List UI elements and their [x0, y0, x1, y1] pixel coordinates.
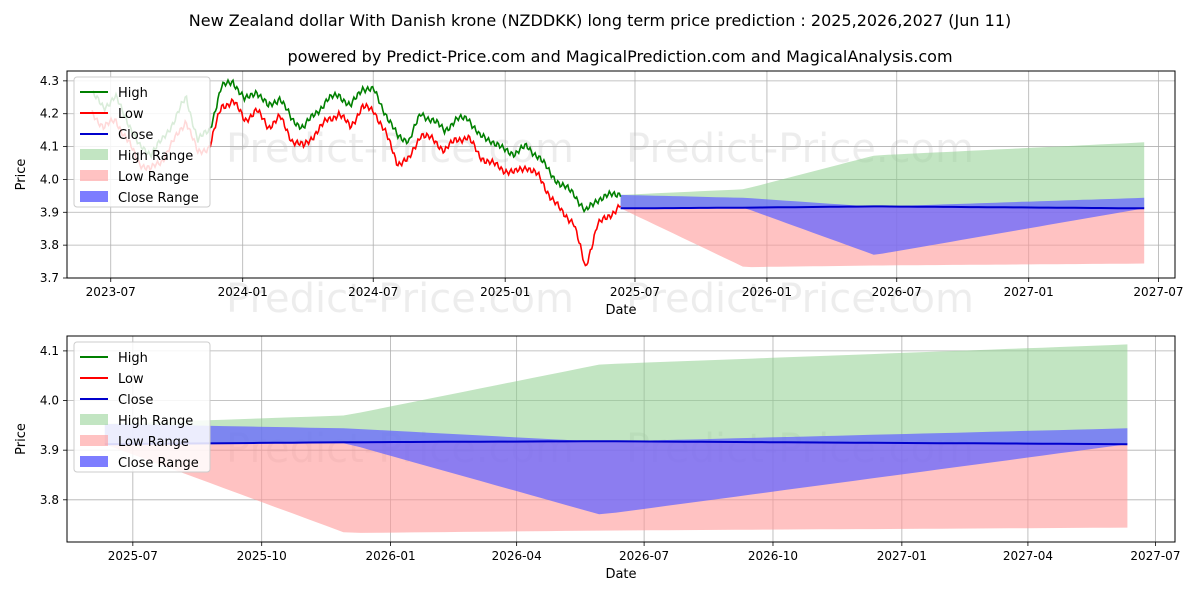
x-tick-label: 2026-01	[742, 285, 792, 299]
x-tick-label: 2027-04	[1003, 549, 1053, 563]
close-series-line	[104, 440, 1128, 446]
x-tick-label: 2024-07	[348, 285, 398, 299]
watermark: Predict-Price.com	[626, 276, 974, 322]
legend-label: Low	[118, 372, 144, 387]
watermark: Predict-Price.com	[226, 276, 574, 322]
high-range-area	[620, 142, 1145, 209]
x-tick-label: 2026-01	[366, 549, 416, 563]
x-tick-label: 2025-01	[480, 285, 530, 299]
legend-label: Low Range	[118, 435, 189, 450]
y-tick-label: 3.9	[40, 205, 59, 219]
legend-label: Close	[118, 393, 153, 408]
legend-label: High	[118, 351, 148, 366]
legend-swatch-patch	[80, 170, 108, 181]
x-tick-label: 2025-07	[108, 549, 158, 563]
y-tick-label: 4.0	[40, 394, 59, 408]
chart-subtitle: powered by Predict-Price.com and Magical…	[287, 47, 952, 66]
y-tick-label: 3.9	[40, 443, 59, 457]
y-tick-label: 4.1	[40, 140, 59, 154]
y-tick-label: 4.1	[40, 344, 59, 358]
axes-frame	[66, 335, 1176, 543]
legend-swatch-patch	[80, 456, 108, 467]
y-tick-label: 4.3	[40, 74, 59, 88]
y-axis-label: Price	[14, 159, 29, 191]
legend-label: High	[118, 86, 148, 101]
y-tick-label: 4.2	[40, 107, 59, 121]
high-range-area	[104, 344, 1128, 445]
watermark: Predict-Price.com	[226, 126, 574, 172]
x-tick-label: 2025-10	[237, 549, 287, 563]
x-tick-label: 2027-07	[1133, 285, 1183, 299]
legend-label: Close Range	[118, 456, 199, 471]
legend-label: Close	[118, 128, 153, 143]
x-tick-label: 2027-07	[1130, 549, 1180, 563]
legend-swatch-patch	[80, 435, 108, 446]
close-series-line	[620, 205, 1145, 210]
x-tick-label: 2026-07	[872, 285, 922, 299]
x-tick-label: 2026-10	[748, 549, 798, 563]
legend-label: Low Range	[118, 170, 189, 185]
x-tick-label: 2026-04	[492, 549, 542, 563]
chart-title: New Zealand dollar With Danish krone (NZ…	[189, 11, 1011, 30]
legend-label: High Range	[118, 414, 193, 429]
x-tick-label: 2027-01	[1004, 285, 1054, 299]
legend-label: Low	[118, 107, 144, 122]
legend-label: High Range	[118, 149, 193, 164]
x-tick-label: 2023-07	[86, 285, 136, 299]
x-tick-label: 2024-01	[218, 285, 268, 299]
y-tick-label: 3.8	[40, 493, 59, 507]
legend-label: Close Range	[118, 191, 199, 206]
y-axis-label: Price	[14, 423, 29, 455]
y-tick-label: 3.8	[40, 238, 59, 252]
bottom-panel: Predict-Price.com Predict-Price.com 2025…	[14, 335, 1180, 582]
close-range-area	[104, 423, 1128, 515]
x-tick-label: 2027-01	[877, 549, 927, 563]
legend-swatch-patch	[80, 149, 108, 160]
y-tick-label: 4.0	[40, 172, 59, 186]
close-range-area	[620, 194, 1145, 255]
x-axis-label: Date	[605, 567, 636, 582]
legend-swatch-patch	[80, 191, 108, 202]
x-axis-label: Date	[605, 303, 636, 318]
axes-frame	[66, 70, 1176, 279]
x-tick-label: 2026-07	[619, 549, 669, 563]
x-tick-label: 2025-07	[610, 285, 660, 299]
y-tick-label: 3.7	[40, 271, 59, 285]
top-panel: Predict-Price.com Predict-Price.com Pred…	[14, 70, 1184, 322]
legend-swatch-patch	[80, 414, 108, 425]
